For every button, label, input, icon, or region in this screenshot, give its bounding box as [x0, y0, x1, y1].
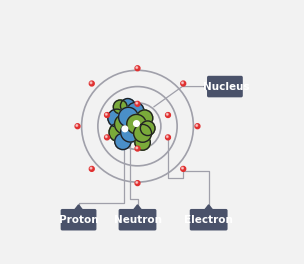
- Circle shape: [115, 114, 134, 134]
- Circle shape: [115, 133, 131, 150]
- Circle shape: [182, 82, 183, 84]
- Circle shape: [76, 125, 78, 126]
- Circle shape: [135, 146, 140, 151]
- Circle shape: [134, 124, 151, 142]
- Circle shape: [135, 101, 140, 106]
- Circle shape: [89, 167, 94, 171]
- Circle shape: [136, 147, 138, 149]
- Circle shape: [182, 167, 183, 169]
- FancyBboxPatch shape: [119, 209, 157, 230]
- Circle shape: [127, 114, 146, 134]
- Circle shape: [127, 102, 144, 120]
- Circle shape: [181, 167, 186, 171]
- Text: Neutron: Neutron: [113, 215, 161, 225]
- Polygon shape: [204, 205, 213, 211]
- Circle shape: [166, 112, 171, 117]
- Circle shape: [135, 66, 140, 71]
- Text: Proton: Proton: [59, 215, 98, 225]
- Polygon shape: [74, 205, 83, 211]
- Circle shape: [166, 135, 171, 140]
- Circle shape: [140, 121, 155, 135]
- Circle shape: [109, 123, 127, 142]
- Circle shape: [136, 182, 138, 183]
- Circle shape: [121, 122, 140, 142]
- Circle shape: [166, 136, 168, 138]
- Circle shape: [136, 110, 153, 126]
- Circle shape: [105, 114, 107, 115]
- Circle shape: [108, 109, 126, 127]
- FancyBboxPatch shape: [190, 209, 228, 230]
- Circle shape: [90, 167, 92, 169]
- Circle shape: [135, 135, 150, 150]
- Circle shape: [105, 136, 107, 138]
- Polygon shape: [133, 205, 142, 211]
- Circle shape: [105, 135, 109, 140]
- FancyBboxPatch shape: [61, 209, 96, 230]
- Polygon shape: [204, 82, 209, 91]
- Circle shape: [136, 67, 138, 68]
- Circle shape: [119, 107, 138, 127]
- Circle shape: [75, 124, 80, 129]
- Circle shape: [136, 102, 138, 104]
- Circle shape: [196, 125, 198, 126]
- Circle shape: [105, 112, 109, 117]
- FancyBboxPatch shape: [207, 76, 243, 97]
- Circle shape: [90, 82, 92, 84]
- Circle shape: [134, 121, 139, 126]
- Circle shape: [122, 126, 128, 132]
- Circle shape: [166, 114, 168, 115]
- Circle shape: [195, 124, 200, 129]
- Circle shape: [113, 100, 127, 114]
- Circle shape: [120, 98, 135, 113]
- Circle shape: [135, 181, 140, 186]
- Text: Electron: Electron: [184, 215, 233, 225]
- Circle shape: [89, 81, 94, 86]
- Text: Nucleus: Nucleus: [203, 82, 249, 92]
- Circle shape: [181, 81, 186, 86]
